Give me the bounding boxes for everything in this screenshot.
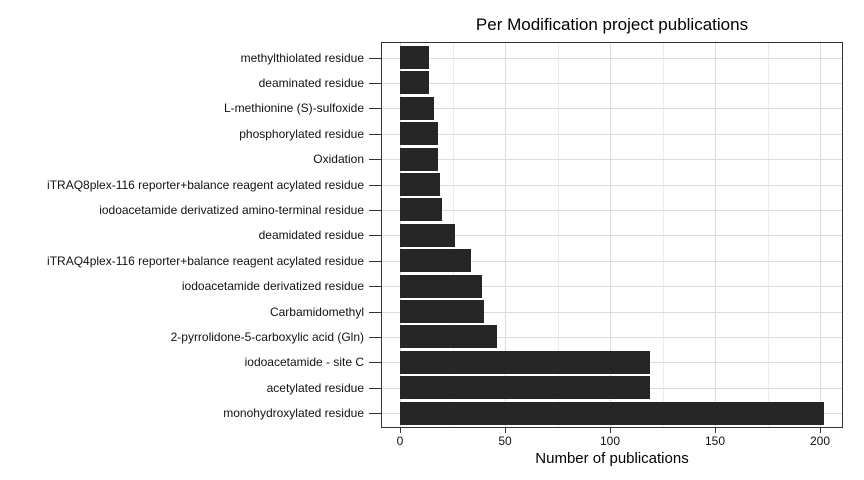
bar [400,300,484,323]
bar [400,198,442,222]
y-axis-label: iTRAQ8plex-116 reporter+balance reagent … [47,177,364,192]
gridline-horizontal [382,311,842,313]
gridline-horizontal [382,108,842,110]
gridline-horizontal [382,82,842,84]
gridline-minor-vertical [557,43,559,427]
y-axis-label: iodoacetamide - site C [244,355,364,370]
x-tick-mark [400,428,401,433]
gridline-horizontal [382,235,842,237]
y-axis-label: phosphorylated residue [239,126,364,141]
y-axis-label: iodoacetamide derivatized amino-terminal… [99,202,364,217]
y-tick-mark [369,387,381,389]
gridline-horizontal [382,286,842,288]
bar [400,46,430,69]
x-axis-title: Number of publications [535,450,689,467]
bar [400,350,650,374]
x-tick-mark [820,428,821,433]
bar [400,122,438,146]
bar [400,376,650,400]
y-axis-label: acetylated residue [266,380,364,395]
y-axis-label: monohydroxylated residue [223,406,364,421]
x-tick-label: 100 [599,434,621,448]
gridline-horizontal [382,209,842,211]
y-tick-mark [369,235,381,237]
x-tick-label: 200 [809,434,831,448]
gridline-horizontal [382,57,842,59]
y-tick-mark [369,260,381,262]
gridline-minor-vertical [662,43,664,427]
y-tick-mark [369,336,381,338]
bar [400,223,455,247]
gridline-horizontal [382,133,842,135]
bar [400,249,472,273]
y-axis-label: Oxidation [313,152,364,167]
y-axis-label: Carbamidomethyl [269,304,364,319]
x-tick-label: 0 [396,434,404,448]
plot-panel [381,42,843,428]
x-tick-mark [610,428,611,433]
y-tick-mark [369,413,381,415]
gridline-horizontal [382,184,842,186]
bar [400,325,497,349]
gridline-major-vertical [610,43,611,427]
bar [400,401,825,425]
y-axis-label: deamidated residue [258,228,364,243]
gridline-horizontal [382,159,842,161]
y-tick-mark [369,286,381,288]
bar [400,147,438,171]
gridline-major-vertical [505,43,506,427]
y-tick-mark [369,133,381,135]
y-axis-label: L-methionine (S)-sulfoxide [223,101,364,116]
y-tick-mark [369,362,381,364]
y-tick-mark [369,311,381,313]
gridline-major-vertical [820,43,821,427]
gridline-horizontal [382,336,842,338]
y-tick-mark [369,82,381,84]
gridline-major-vertical [715,43,716,427]
y-axis-label: 2-pyrrolidone-5-carboxylic acid (Gln) [170,329,364,344]
y-axis-label: deaminated residue [258,75,364,90]
x-tick-label: 150 [704,434,726,448]
chart-title: Per Modification project publications [475,15,749,34]
y-tick-mark [369,209,381,211]
y-tick-mark [369,108,381,110]
y-tick-mark [369,184,381,186]
y-tick-mark [369,57,381,59]
x-tick-label: 50 [498,434,512,448]
x-tick-mark [505,428,506,433]
bar [400,274,482,298]
bar [400,173,440,196]
gridline-minor-vertical [767,43,769,427]
gridline-horizontal [382,260,842,262]
y-tick-mark [369,159,381,161]
bar [400,96,434,120]
bar [400,71,430,95]
y-axis-label: methylthiolated residue [240,50,364,65]
x-tick-mark [715,428,716,433]
y-axis-label: iTRAQ4plex-116 reporter+balance reagent … [47,253,364,268]
y-axis-label: iodoacetamide derivatized residue [181,279,364,294]
